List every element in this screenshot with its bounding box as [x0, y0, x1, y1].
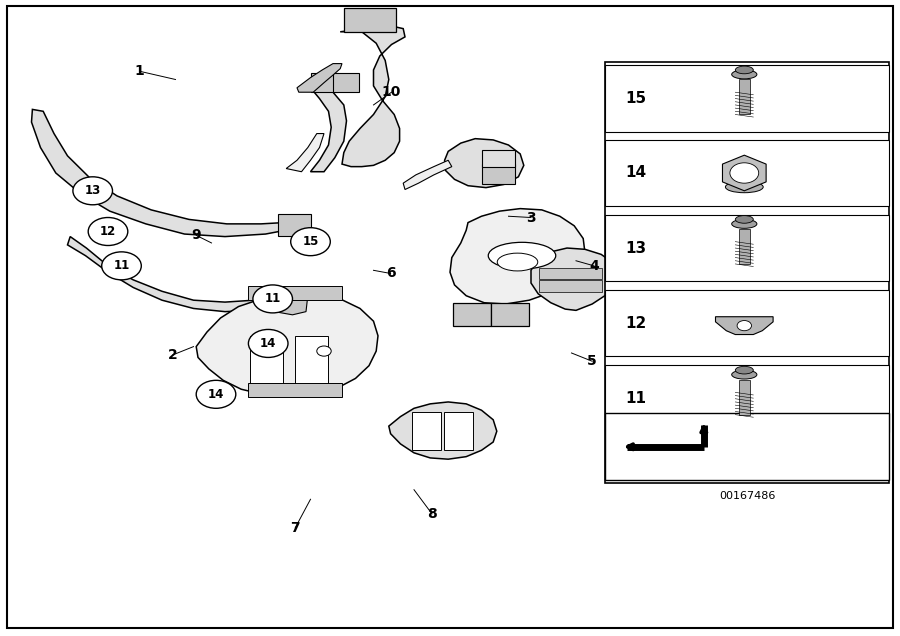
Text: 11: 11 [113, 259, 130, 272]
Text: 13: 13 [85, 184, 101, 197]
Ellipse shape [488, 242, 556, 269]
Text: 15: 15 [626, 91, 647, 106]
Polygon shape [286, 134, 324, 172]
FancyBboxPatch shape [491, 303, 529, 326]
Polygon shape [403, 160, 452, 190]
FancyBboxPatch shape [539, 268, 602, 279]
Bar [739, 380, 750, 415]
Text: 3: 3 [526, 211, 536, 225]
Text: 6: 6 [386, 266, 395, 280]
Text: 9: 9 [192, 228, 201, 242]
Polygon shape [716, 317, 773, 335]
Polygon shape [389, 402, 497, 459]
Polygon shape [531, 248, 617, 310]
Text: 14: 14 [626, 165, 647, 181]
Circle shape [737, 321, 751, 331]
Ellipse shape [735, 366, 753, 374]
Text: 7: 7 [291, 521, 300, 535]
Circle shape [196, 380, 236, 408]
FancyBboxPatch shape [248, 286, 342, 300]
Text: 11: 11 [626, 391, 647, 406]
FancyBboxPatch shape [311, 73, 338, 92]
Circle shape [88, 218, 128, 245]
Bar [605, 62, 889, 483]
Text: 11: 11 [265, 293, 281, 305]
FancyBboxPatch shape [453, 303, 490, 326]
Bar [739, 229, 750, 264]
Circle shape [317, 346, 331, 356]
FancyBboxPatch shape [248, 383, 342, 397]
Text: 15: 15 [302, 235, 319, 248]
Text: 12: 12 [626, 315, 647, 331]
Ellipse shape [735, 216, 753, 223]
Bar [605, 215, 889, 281]
Text: 5: 5 [588, 354, 597, 368]
Polygon shape [68, 237, 286, 312]
Text: 12: 12 [100, 225, 116, 238]
FancyBboxPatch shape [482, 164, 515, 184]
Ellipse shape [497, 253, 538, 271]
Bar [605, 290, 889, 356]
Circle shape [291, 228, 330, 256]
Text: 1: 1 [135, 64, 144, 78]
Polygon shape [445, 139, 524, 188]
Ellipse shape [732, 370, 757, 379]
FancyBboxPatch shape [482, 150, 515, 167]
FancyBboxPatch shape [278, 214, 310, 236]
Circle shape [730, 163, 759, 183]
FancyBboxPatch shape [333, 73, 359, 92]
FancyBboxPatch shape [295, 336, 328, 384]
Text: 00167486: 00167486 [719, 491, 775, 501]
Ellipse shape [732, 219, 757, 228]
Polygon shape [297, 64, 342, 92]
FancyBboxPatch shape [444, 412, 472, 450]
Text: 4: 4 [590, 259, 598, 273]
Text: 14: 14 [260, 337, 276, 350]
Circle shape [102, 252, 141, 280]
Polygon shape [723, 155, 766, 191]
Bar [605, 140, 889, 206]
Polygon shape [274, 291, 308, 315]
Text: 14: 14 [208, 388, 224, 401]
Bar [739, 80, 750, 114]
Ellipse shape [725, 181, 763, 193]
Circle shape [253, 285, 292, 313]
Text: 13: 13 [626, 240, 647, 256]
Polygon shape [450, 209, 585, 304]
Ellipse shape [732, 70, 757, 79]
FancyBboxPatch shape [539, 280, 602, 292]
FancyBboxPatch shape [412, 412, 441, 450]
Text: 8: 8 [428, 507, 436, 521]
FancyBboxPatch shape [250, 336, 283, 384]
Text: 10: 10 [382, 85, 401, 99]
Circle shape [73, 177, 112, 205]
Bar [605, 413, 889, 480]
Ellipse shape [735, 66, 753, 74]
Text: 2: 2 [168, 348, 177, 362]
Circle shape [248, 329, 288, 357]
Polygon shape [32, 109, 293, 237]
Bar [605, 365, 889, 432]
FancyBboxPatch shape [344, 8, 396, 32]
Polygon shape [310, 84, 346, 172]
Polygon shape [340, 25, 405, 167]
Polygon shape [196, 294, 378, 396]
Bar [605, 66, 889, 132]
